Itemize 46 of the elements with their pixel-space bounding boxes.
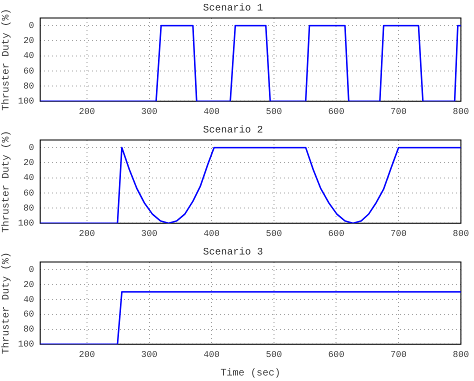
chart-title: Scenario 3 <box>202 246 264 259</box>
y-tick-label: 20 <box>23 36 34 46</box>
y-tick-label: 80 <box>23 81 34 92</box>
x-tick-label: 200 <box>78 106 96 117</box>
x-tick-label: 600 <box>328 350 344 360</box>
x-tick-label: 600 <box>328 228 344 239</box>
x-tick-label: 300 <box>141 228 158 239</box>
y-axis-title: Thruster Duty (%) <box>0 252 13 354</box>
x-tick-label: 800 <box>452 350 469 360</box>
y-tick-label: 100 <box>18 96 34 107</box>
y-tick-label: 40 <box>23 173 34 184</box>
chart-title: Scenario 1 <box>202 2 264 15</box>
y-tick-label: 60 <box>23 310 34 320</box>
x-tick-label: 800 <box>452 106 469 117</box>
x-tick-label: 500 <box>266 228 282 239</box>
x-tick-label: 200 <box>78 350 96 360</box>
y-axis-title: Thruster Duty (%) <box>0 8 13 111</box>
y-tick-label: 40 <box>23 51 34 62</box>
x-tick-label: 200 <box>78 228 96 239</box>
x-tick-label: 400 <box>203 106 220 117</box>
x-tick-label: 700 <box>390 106 407 117</box>
y-tick-label: 0 <box>28 20 34 31</box>
chart-title: Scenario 2 <box>202 124 264 137</box>
y-tick-label: 0 <box>28 142 34 153</box>
x-tick-label: 700 <box>390 228 407 239</box>
y-tick-label: 0 <box>28 264 34 275</box>
x-tick-label: 500 <box>266 106 282 117</box>
x-tick-label: 700 <box>390 350 407 360</box>
x-tick-label: 400 <box>203 228 220 239</box>
y-tick-label: 100 <box>18 218 34 229</box>
x-tick-label: 600 <box>328 106 344 117</box>
y-tick-label: 60 <box>23 66 34 76</box>
y-tick-label: 80 <box>23 324 34 335</box>
x-tick-label: 400 <box>203 350 220 360</box>
y-tick-label: 20 <box>23 280 34 290</box>
x-tick-label: 300 <box>141 106 158 117</box>
y-tick-label: 60 <box>23 188 34 198</box>
y-tick-label: 80 <box>23 203 34 214</box>
x-tick-label: 300 <box>141 350 158 360</box>
x-tick-label: 500 <box>266 350 282 360</box>
x-tick-label: 800 <box>452 228 469 239</box>
x-axis-title: Time (sec) <box>220 368 281 380</box>
y-tick-label: 40 <box>23 294 34 305</box>
y-tick-label: 100 <box>18 340 34 350</box>
y-tick-label: 20 <box>23 158 34 168</box>
y-axis-title: Thruster Duty (%) <box>0 130 13 233</box>
